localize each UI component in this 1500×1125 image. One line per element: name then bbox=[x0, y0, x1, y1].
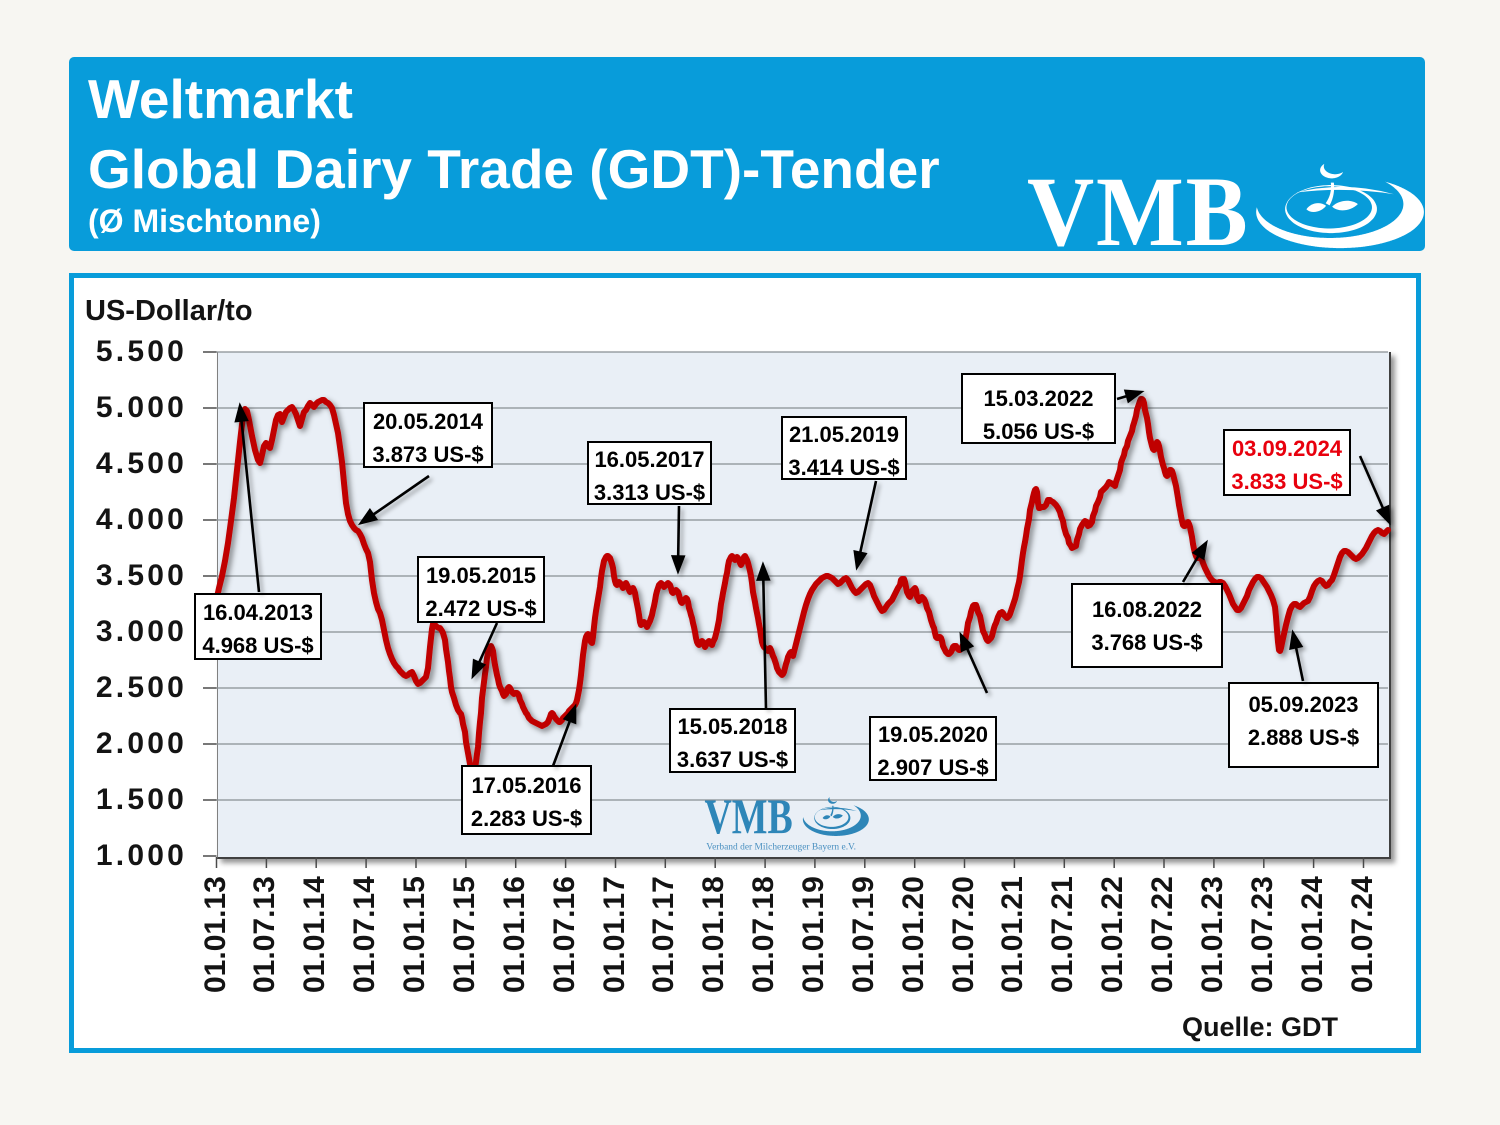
svg-text:VMB: VMB bbox=[705, 789, 793, 844]
svg-text:Verband der Milcherzeuger Baye: Verband der Milcherzeuger Bayern e.V. bbox=[706, 843, 856, 853]
